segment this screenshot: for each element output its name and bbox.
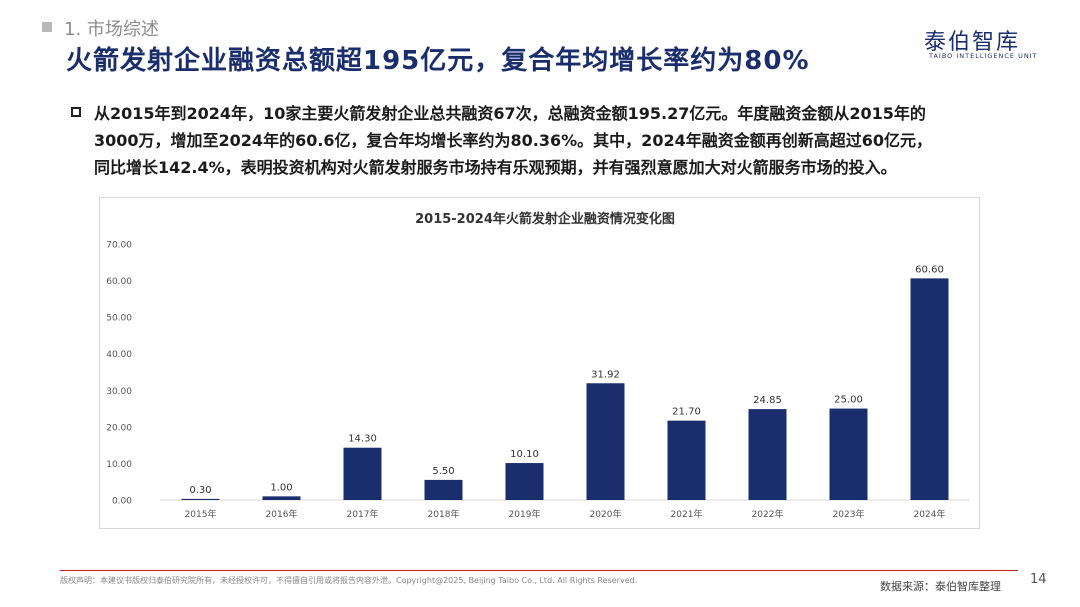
data-label: 25.00 [834,395,863,406]
data-source: 数据来源：泰伯智库整理 [880,580,1001,593]
bar-chart: 2015-2024年火箭发射企业融资情况变化图 0.00 10.00 20.00 30.… [106,211,970,520]
y-tick-label: 50.00 [106,314,132,324]
page-number: 14 [1030,572,1047,587]
data-label: 5.50 [432,466,454,477]
logo-subtext: TAIBO INTELLIGENCE UNIT [929,52,1038,60]
logo-text: 泰伯智库 [924,30,1021,55]
bar [586,383,625,500]
x-tick-label: 2015年 [185,508,217,520]
y-tick-label: 20.00 [106,423,132,433]
summary-line: 同比增长142.4%，表明投资机构对火箭发射服务市场持有乐观预期，并有强烈意愿加… [94,158,897,177]
x-tick-label: 2020年 [590,508,622,520]
x-tick-label: 2018年 [428,508,460,520]
data-label: 0.30 [189,485,211,496]
data-label: 1.00 [270,482,292,493]
data-label: 60.60 [915,264,944,275]
copyright-notice: 版权声明：本建议书版权归泰伯研究院所有，未经授权许可，不得擅自引用或将报告内容外… [60,576,638,585]
page-title: 火箭发射企业融资总额超195亿元，复合年均增长率约为80% [66,46,810,76]
footer-divider [60,570,1018,571]
bar [829,408,868,500]
x-tick-label: 2017年 [347,508,379,520]
y-tick-label: 30.00 [106,387,132,397]
bar [505,463,544,500]
data-label: 24.85 [753,395,782,406]
section-label: 1. 市场综述 [64,19,159,40]
bar [424,479,463,500]
x-tick-label: 2023年 [833,508,865,520]
x-tick-label: 2021年 [671,508,703,520]
x-tick-label: 2022年 [752,508,784,520]
chart-frame: 2015-2024年火箭发射企业融资情况变化图 0.00 10.00 20.00 30.… [99,197,980,529]
data-label: 31.92 [591,369,620,380]
y-tick-label: 70.00 [106,241,132,251]
bar [343,447,382,500]
y-tick-label: 40.00 [106,350,132,360]
x-tick-label: 2024年 [914,508,946,520]
bar [910,278,949,500]
data-label: 14.30 [348,434,377,445]
bar [667,420,706,500]
x-tick-label: 2019年 [509,508,541,520]
summary-paragraph: 从2015年到2024年，10家主要火箭发射企业总共融资67次，总融资金额195… [94,100,1024,181]
bar [748,409,787,500]
x-tick-label: 2016年 [266,508,298,520]
summary-line: 从2015年到2024年，10家主要火箭发射企业总共融资67次，总融资金额195… [94,104,926,123]
chart-title: 2015-2024年火箭发射企业融资情况变化图 [415,211,675,227]
y-tick-label: 60.00 [106,277,132,287]
bar [181,498,220,500]
y-tick-label: 10.00 [106,460,132,470]
data-label: 10.10 [510,449,539,460]
section-marker [42,22,52,32]
bullet-square-icon [71,107,81,117]
data-label: 21.70 [672,407,701,418]
y-tick-label: 0.00 [112,497,132,507]
bar [262,496,301,500]
summary-line: 3000万，增加至2024年的60.6亿，复合年均增长率约为80.36%。其中，… [94,131,932,150]
